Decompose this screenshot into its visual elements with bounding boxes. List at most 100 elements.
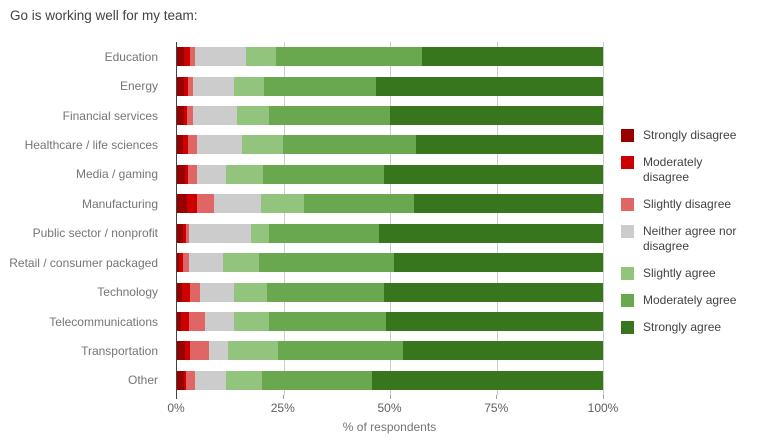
x-tick-label-100: 100% (587, 401, 619, 415)
bar-segment-strongly-agree (384, 282, 603, 302)
bar-segment-strongly-agree (421, 47, 603, 67)
legend-label-neither-agree-nor-disagree: Neither agree nor disagree (643, 224, 737, 253)
bar-row-technology (177, 277, 603, 306)
bar-segment-slightly-disagree (185, 223, 189, 243)
legend-item-strongly-agree: Strongly agree (621, 320, 747, 335)
bar-segment-neither-agree-nor-disagree (197, 135, 242, 155)
bar-segment-strongly-agree (372, 370, 603, 390)
legend-item-moderately-agree: Moderately agree (621, 293, 747, 308)
bar-transportation (177, 341, 603, 361)
bar-segment-strongly-agree (415, 135, 603, 155)
bar-segment-moderately-agree (268, 106, 390, 126)
bar-segment-slightly-agree (241, 135, 283, 155)
axis-tick-50 (389, 395, 391, 399)
bar-segment-moderately-agree (268, 312, 387, 331)
bar-row-telecommunications (177, 307, 603, 336)
x-tick-label-25: 25% (270, 401, 295, 415)
bar-segment-strongly-disagree (177, 312, 181, 331)
bar-segment-strongly-disagree (177, 282, 183, 302)
bar-segment-moderately-agree (303, 194, 415, 214)
bar-segment-strongly-agree (402, 341, 603, 361)
bar-energy (177, 76, 603, 96)
bar-row-manufacturing (177, 189, 603, 218)
legend-label-strongly-agree: Strongly agree (643, 320, 722, 334)
bar-segment-slightly-agree (233, 282, 268, 302)
bar-segment-slightly-disagree (188, 312, 205, 331)
category-label-energy: Energy (119, 79, 158, 94)
bar-segment-strongly-agree (378, 223, 603, 243)
legend-item-moderately-disagree: Moderately disagree (621, 155, 747, 185)
bar-segment-strongly-disagree (177, 164, 186, 184)
bar-segment-strongly-agree (375, 76, 603, 96)
bar-segment-moderately-disagree (185, 341, 191, 361)
legend-swatch-moderately-agree (621, 294, 634, 307)
bar-segment-neither-agree-nor-disagree (204, 312, 234, 331)
bar-row-education (177, 42, 603, 71)
legend-label-slightly-disagree: Slightly disagree (643, 197, 732, 211)
bar-row-retail-consumer-packaged (177, 248, 603, 277)
bar-segment-moderately-agree (276, 47, 422, 67)
bar-segment-strongly-disagree (177, 76, 184, 96)
bar-segment-slightly-disagree (188, 164, 197, 184)
bar-media-gaming (177, 164, 603, 184)
bar-technology (177, 282, 603, 302)
axis-tick-100 (603, 395, 604, 399)
bar-education (177, 47, 603, 67)
bar-healthcare-life-sciences (177, 135, 603, 155)
bar-segment-neither-agree-nor-disagree (188, 223, 251, 243)
bar-segment-moderately-agree (262, 164, 384, 184)
category-label-technology: Technology (97, 285, 158, 300)
bar-segment-neither-agree-nor-disagree (194, 370, 226, 390)
bar-segment-slightly-agree (227, 341, 278, 361)
legend-item-slightly-agree: Slightly agree (621, 266, 747, 281)
bar-segment-neither-agree-nor-disagree (188, 253, 223, 273)
bar-segment-moderately-agree (277, 341, 403, 361)
bar-segment-slightly-disagree (189, 47, 195, 67)
bar-segment-moderately-agree (262, 370, 373, 390)
bar-segment-slightly-agree (225, 370, 263, 390)
bar-segment-moderately-disagree (185, 164, 189, 184)
bar-segment-moderately-agree (269, 223, 379, 243)
chart-title: Go is working well for my team: (10, 8, 198, 23)
bar-row-transportation (177, 336, 603, 365)
category-label-healthcare-life-sciences: Healthcare / life sciences (24, 137, 158, 152)
legend-swatch-strongly-agree (621, 321, 634, 334)
bar-segment-strongly-disagree (177, 106, 184, 126)
bar-segment-neither-agree-nor-disagree (208, 341, 228, 361)
bar-segment-slightly-disagree (190, 282, 200, 302)
bar-segment-slightly-disagree (190, 341, 209, 361)
legend-label-moderately-disagree: Moderately disagree (643, 155, 703, 184)
legend-item-neither-agree-nor-disagree: Neither agree nor disagree (621, 224, 747, 254)
bar-segment-strongly-disagree (177, 47, 184, 67)
bar-segment-neither-agree-nor-disagree (192, 106, 237, 126)
legend-swatch-slightly-disagree (621, 198, 634, 211)
axis-tick-0 (176, 395, 177, 399)
bar-segment-slightly-agree (225, 164, 263, 184)
legend: Strongly disagree Moderately disagree Slig… (621, 128, 747, 335)
bar-segment-moderately-agree (282, 135, 416, 155)
bar-row-media-gaming (177, 160, 603, 189)
bar-row-other (177, 366, 603, 395)
bar-segment-moderately-disagree (183, 76, 188, 96)
bar-telecommunications (177, 312, 603, 331)
bar-segment-slightly-disagree (186, 106, 193, 126)
bar-segment-neither-agree-nor-disagree (192, 76, 235, 96)
legend-label-strongly-disagree: Strongly disagree (643, 128, 737, 142)
category-label-other: Other (127, 373, 158, 388)
bar-financial-services (177, 106, 603, 126)
bar-segment-slightly-agree (236, 106, 269, 126)
category-label-media-gaming: Media / gaming (75, 167, 158, 182)
axis-tick-25 (282, 395, 284, 399)
bar-segment-strongly-disagree (177, 341, 186, 361)
bar-retail-consumer-packaged (177, 253, 603, 273)
category-label-retail-consumer-packaged: Retail / consumer packaged (9, 255, 158, 270)
category-label-transportation: Transportation (81, 343, 158, 358)
bar-segment-neither-agree-nor-disagree (197, 164, 226, 184)
bar-segment-strongly-disagree (177, 223, 183, 243)
bar-segment-moderately-agree (264, 76, 376, 96)
bar-segment-moderately-disagree (179, 253, 183, 273)
bar-segment-strongly-agree (383, 164, 603, 184)
bar-segment-slightly-agree (261, 194, 304, 214)
bar-other (177, 370, 603, 390)
